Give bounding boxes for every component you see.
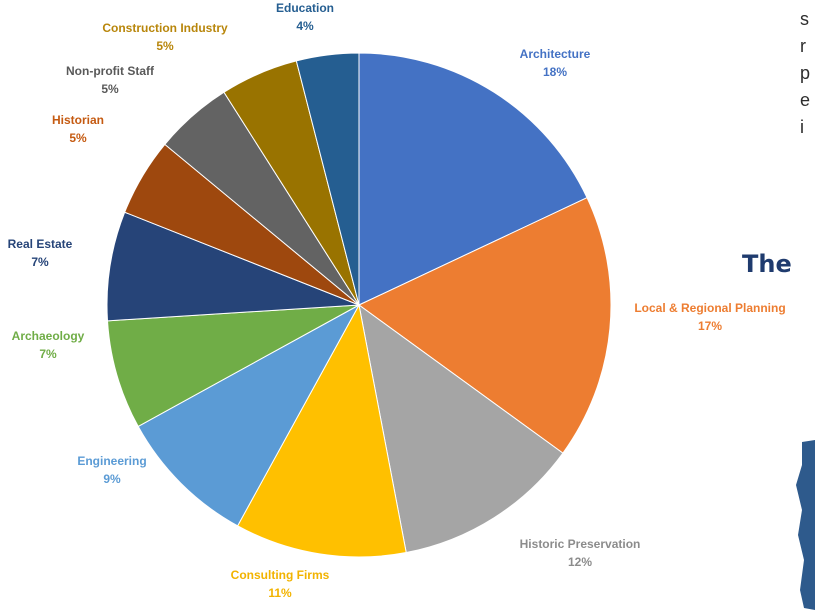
pie-slice-education: [295, 52, 360, 306]
slice-label-percent: 5%: [101, 82, 119, 96]
slice-label: Historic Preservation 12%: [520, 537, 641, 569]
slice-label-name: Real Estate: [8, 237, 73, 251]
slice-label-name: Construction Industry: [102, 21, 228, 35]
pie-slice-engineering: [137, 303, 361, 527]
slice-label: Local & Regional Planning 17%: [634, 301, 785, 333]
slice-label-name: Non-profit Staff: [66, 64, 155, 78]
pie-slice-historic-preservation: [358, 303, 564, 554]
slice-label-name: Local & Regional Planning: [634, 301, 785, 315]
pie-slice-real-estate: [106, 211, 360, 322]
slice-label-name: Engineering: [77, 454, 146, 468]
slice-label: Historian 5%: [52, 113, 104, 145]
side-heading: The: [742, 250, 792, 278]
side-letter: p: [800, 63, 811, 83]
slice-label: Real Estate 7%: [8, 237, 73, 269]
map-fragment-icon: [796, 440, 815, 610]
slice-label-name: Historian: [52, 113, 104, 127]
pie-slices: [106, 52, 612, 558]
side-text-fragment: s r p e i: [800, 6, 815, 141]
pie-slice-architecture: [358, 52, 588, 306]
slice-label: Engineering 9%: [77, 454, 146, 486]
slice-label-name: Education: [276, 1, 334, 15]
slice-label-percent: 7%: [39, 347, 57, 361]
pie-slice-consulting-firms: [236, 303, 407, 558]
slice-label: Architecture 18%: [520, 47, 591, 79]
slice-label-name: Architecture: [520, 47, 591, 61]
slice-label: Construction Industry 5%: [102, 21, 228, 53]
slice-label-percent: 4%: [296, 19, 314, 33]
slice-label-percent: 18%: [543, 65, 567, 79]
slice-label: Consulting Firms 11%: [231, 568, 330, 600]
pie-labels: Architecture 18% Local & Regional Planning…: [8, 1, 786, 600]
slice-label-percent: 17%: [698, 319, 722, 333]
side-letter: e: [800, 90, 811, 110]
side-letter: i: [800, 117, 804, 137]
slice-label-percent: 11%: [268, 586, 292, 600]
slice-label-name: Consulting Firms: [231, 568, 330, 582]
slice-label-percent: 7%: [31, 255, 49, 269]
slice-label-name: Archaeology: [12, 329, 85, 343]
slice-label-percent: 9%: [103, 472, 121, 486]
slice-label-name: Historic Preservation: [520, 537, 641, 551]
slice-label: Education 4%: [276, 1, 334, 33]
slice-label-percent: 5%: [156, 39, 174, 53]
side-letter: r: [800, 36, 806, 56]
slice-label: Non-profit Staff 5%: [66, 64, 155, 96]
side-letter: s: [800, 9, 809, 29]
slice-label-percent: 12%: [568, 555, 592, 569]
pie-slice-local-regional-planning: [358, 197, 612, 454]
slice-label-percent: 5%: [69, 131, 87, 145]
slice-label: Archaeology 7%: [12, 329, 85, 361]
pie-slice-archaeology: [106, 304, 360, 428]
